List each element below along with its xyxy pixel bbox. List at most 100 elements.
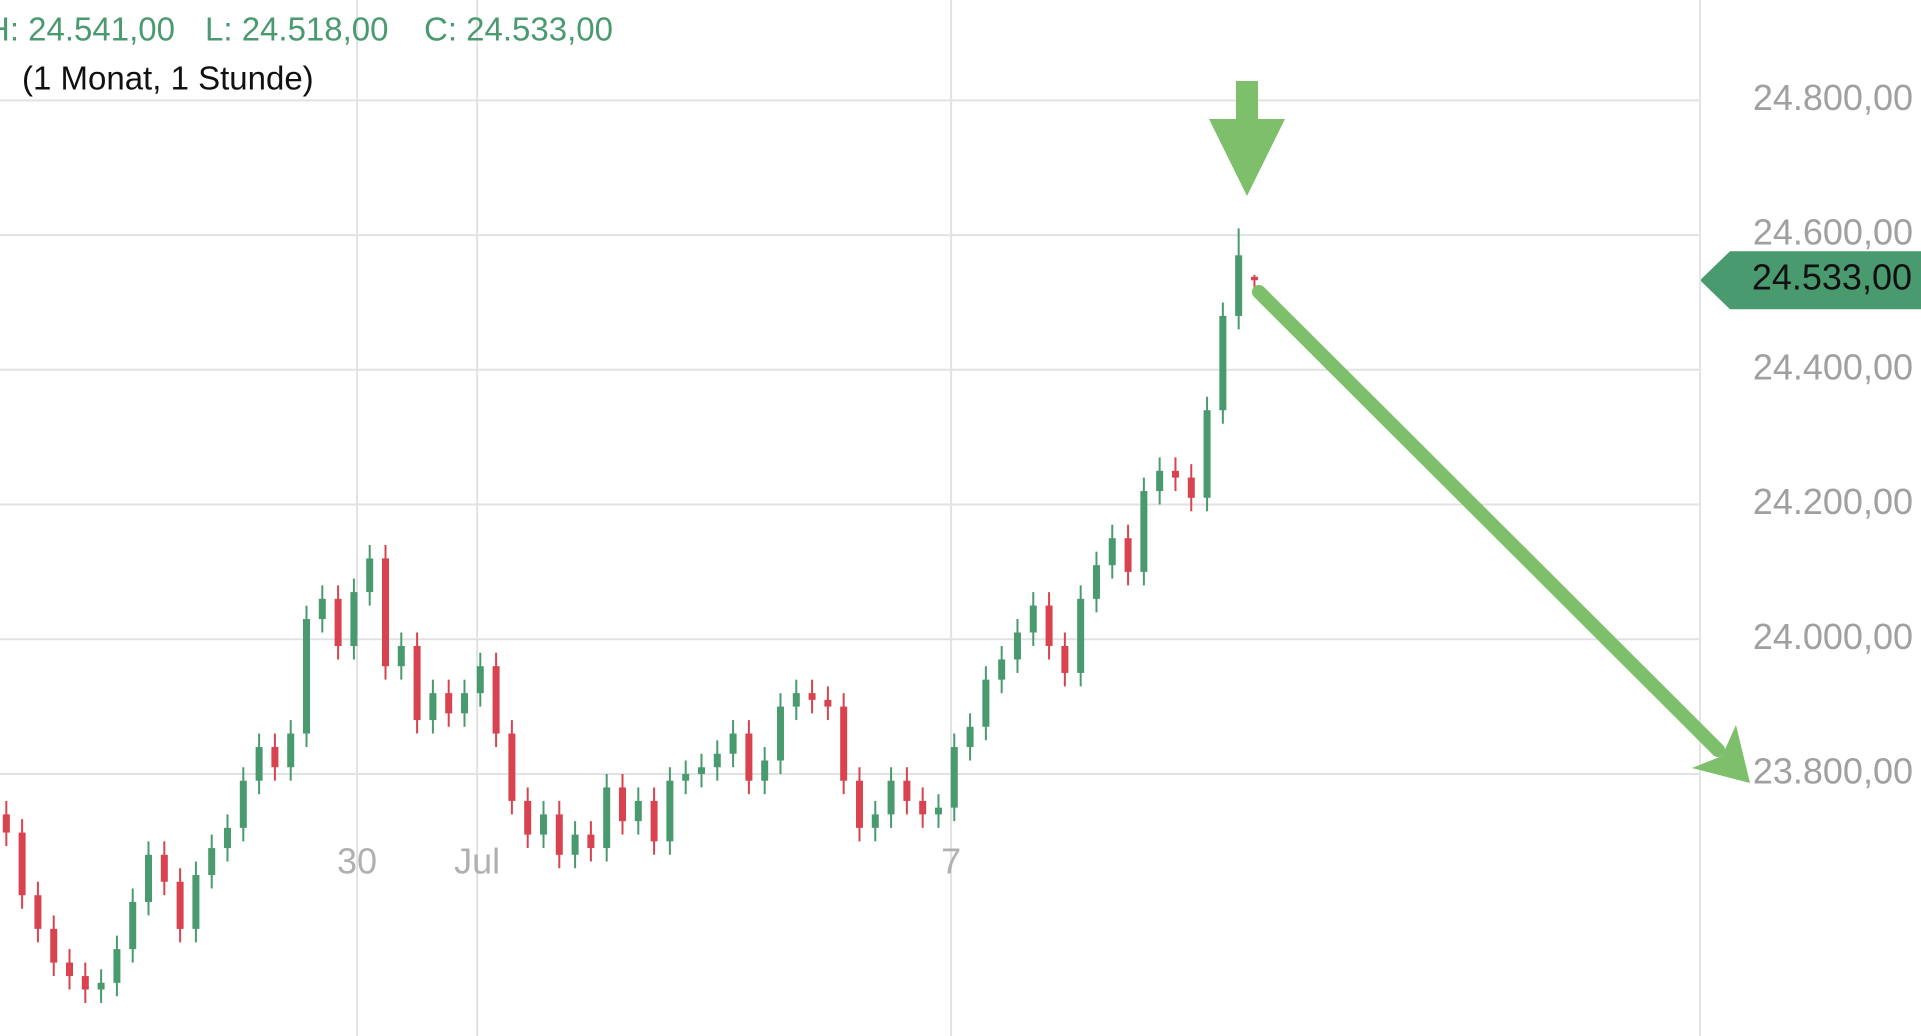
candle-body [1235,255,1243,316]
forecast-arrow-head [1692,725,1750,783]
candle-body [97,982,105,990]
candle-body [697,767,705,774]
candle-body [745,733,753,781]
down-arrow-shaft [1236,81,1258,123]
candle-body [318,598,326,620]
candle-body [382,558,390,667]
candle-body [587,834,595,849]
y-tick-label: 23.800,00 [1753,750,1913,791]
y-tick-label: 24.800,00 [1753,77,1913,118]
candle-body [460,693,468,714]
candle-body [855,780,863,828]
forecast-arrow-shaft [1252,285,1725,757]
candle-body [129,901,137,950]
candle-body [871,814,879,828]
candle-body [919,800,927,815]
candle-body [666,780,674,842]
header-close: C: 24.533,00 [424,11,613,48]
candle-body [1092,565,1100,599]
candle-body [903,780,911,801]
candle-body [113,949,121,983]
candle-body [429,693,437,721]
candle-body [176,881,184,929]
candle-body [34,895,42,929]
candle-body [508,733,516,801]
y-tick-label: 24.400,00 [1753,346,1913,387]
candle-body [1171,470,1179,478]
down-arrow-head [1209,119,1285,196]
candle-body [50,928,58,963]
candle-body [618,787,626,822]
subtitle: (1 Monat, 1 Stunde) [22,60,314,97]
candle-body [445,693,453,714]
candle-body [1013,632,1021,660]
labels: 23.800,00 24.000,00 24.200,00 24.400,00 24.6… [337,77,1921,882]
candle-body [287,733,295,768]
header-high: H: 24.541,00 [0,11,175,48]
candle-body [1140,491,1148,572]
candle-body [761,760,769,781]
candles [2,228,1258,1003]
candle-body [998,659,1006,680]
candle-body [192,875,200,929]
candle-body [239,780,247,828]
y-tick-label: 24.200,00 [1753,481,1913,522]
candle-body [66,962,74,977]
candle-body [1250,276,1258,281]
candle-body [713,753,721,768]
candle-body [366,558,374,593]
candle-body [160,854,168,882]
candle-body [2,814,10,833]
y-tick-label: 24.000,00 [1753,616,1913,657]
candle-body [603,787,611,849]
last-price-tag [1700,251,1921,310]
candle-body [145,854,153,902]
last-price-label: 24.533,00 [1752,257,1912,298]
candle-body [271,747,279,768]
candle-body [934,807,942,815]
candle-body [255,747,263,781]
candle-body [1061,645,1069,673]
candle-body [1203,410,1211,498]
candle-body [524,800,532,835]
candle-body [334,598,342,646]
candle-body [350,592,358,646]
y-tick-label: 24.600,00 [1753,212,1913,253]
candle-body [476,666,484,694]
x-tick-label: 30 [337,841,377,882]
header-low: L: 24.518,00 [205,11,389,48]
candle-body [792,693,800,707]
candle-body [1124,538,1132,572]
candle-body [1108,538,1116,566]
candle-body [81,976,89,990]
candle-body [808,693,816,700]
candle-body [982,679,990,727]
candle-body [840,706,848,781]
candle-body [1187,477,1195,498]
candle-body [682,773,690,781]
candle-body [224,827,232,849]
candle-body [1219,315,1227,411]
candle-body [413,645,421,721]
candle-body [397,645,405,667]
candle-body [1029,605,1037,633]
candle-body [729,733,737,754]
x-tick-label: 7 [941,841,961,882]
annotation-arrows [1209,81,1750,783]
candle-body [208,848,216,876]
candle-body [650,800,658,842]
candle-body [539,814,547,835]
candle-body [1077,598,1085,673]
candle-body [634,800,642,822]
candle-body [1045,605,1053,646]
candle-body [776,706,784,761]
candle-body [824,699,832,707]
candle-body [555,814,563,855]
x-tick-label: Jul [454,841,500,882]
candle-body [492,666,500,734]
candle-body [887,780,895,815]
candle-body [950,747,958,808]
candle-body [1156,470,1164,492]
grid [0,0,1700,1036]
